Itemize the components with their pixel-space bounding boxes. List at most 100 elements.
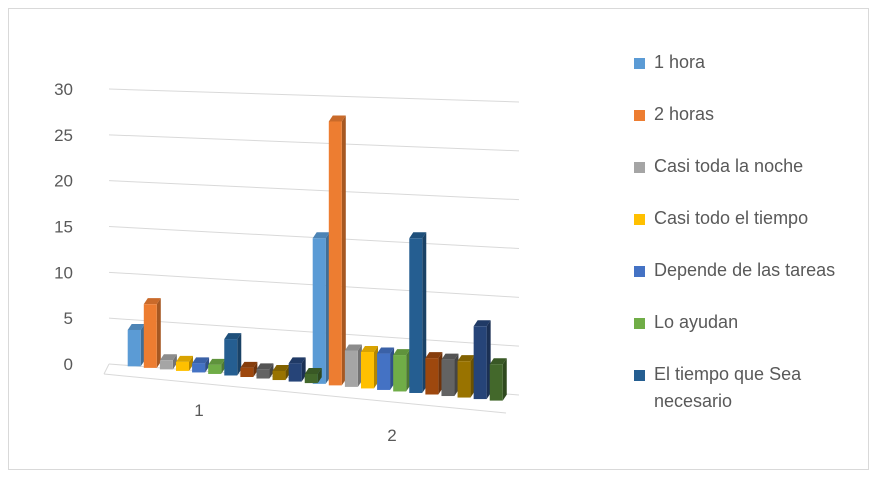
bar-side — [438, 352, 443, 395]
bar-side — [390, 347, 395, 390]
bar — [425, 358, 439, 395]
bar-top — [425, 352, 443, 359]
bar-top — [473, 320, 491, 327]
bar-side — [357, 344, 362, 387]
bar-top — [393, 349, 411, 356]
y-tick-label: 20 — [54, 172, 73, 191]
bar — [143, 304, 157, 368]
bar-top — [312, 232, 330, 239]
bar-top — [224, 333, 242, 340]
bar-side — [140, 323, 145, 367]
bar-top — [192, 357, 210, 364]
bar-top — [159, 354, 177, 361]
bar-side — [341, 115, 346, 386]
bar — [272, 370, 286, 381]
bar — [457, 361, 471, 398]
legend-item-lo-ayudan: Lo ayudan — [634, 309, 879, 361]
floor-front-edge — [103, 373, 507, 414]
bar-top — [127, 323, 145, 330]
bar-top — [304, 367, 322, 374]
bar — [208, 364, 222, 374]
legend-label: 1 hora — [654, 52, 706, 72]
y-tick-label: 15 — [54, 218, 73, 237]
legend-label: Casi todo el tiempo — [654, 208, 809, 228]
chart-frame: 0 5 10 15 20 25 30 1 2 1 hora 2 horas Casi toda … — [8, 8, 869, 470]
bar-side — [172, 354, 177, 370]
chart-plot: 0 5 10 15 20 25 30 1 2 — [54, 80, 520, 445]
legend-swatch — [634, 318, 645, 329]
gridline — [108, 134, 520, 152]
gridline — [108, 180, 520, 201]
bar-side — [269, 363, 274, 379]
legend-label: Casi toda la noche — [654, 156, 804, 176]
legend-swatch — [634, 58, 645, 69]
x-tick-label: 1 — [194, 401, 203, 420]
legend-swatch — [634, 110, 645, 121]
bar — [159, 360, 173, 370]
bar — [409, 238, 423, 393]
bar — [304, 373, 318, 384]
legend-item-el-tiempo-que-sea-necesario: El tiempo que Sea necesario — [634, 361, 879, 413]
bar-side — [470, 355, 475, 398]
bar-side — [253, 361, 258, 378]
bar-side — [285, 364, 290, 381]
legend-label: Lo ayudan — [654, 312, 739, 332]
floor-left-edge — [103, 363, 110, 375]
bar-top — [272, 364, 290, 371]
legend-item-depende-de-las-tareas: Depende de las tareas — [634, 257, 879, 309]
bar-top — [344, 344, 362, 351]
legend-swatch — [634, 162, 645, 173]
legend-item-casi-todo-el-tiempo: Casi todo el tiempo — [634, 205, 879, 257]
bar — [312, 238, 326, 384]
bar-top — [288, 357, 306, 364]
bar-top — [489, 358, 507, 365]
bar-top — [441, 353, 459, 360]
legend-swatch — [634, 370, 645, 381]
y-tick-label: 25 — [54, 126, 73, 145]
bar-top — [175, 355, 193, 362]
bar — [441, 359, 455, 397]
bar — [344, 350, 358, 387]
bar — [377, 353, 391, 390]
legend-label: Depende de las tareas — [654, 260, 836, 280]
bar — [127, 329, 141, 367]
bar-side — [422, 232, 427, 393]
bar-side — [317, 367, 322, 384]
bar-side — [373, 346, 378, 389]
bar-side — [237, 333, 242, 376]
bar — [473, 326, 487, 400]
bar-top — [143, 298, 161, 305]
bar-side — [406, 349, 411, 392]
bar-side — [221, 358, 226, 374]
gridline — [108, 88, 520, 103]
bar — [224, 339, 238, 376]
bar-side — [325, 232, 330, 384]
bar — [360, 352, 374, 389]
bar — [393, 355, 407, 392]
bar-top — [360, 346, 378, 353]
legend-item-casi-toda-la-noche: Casi toda la noche — [634, 153, 879, 205]
bar — [256, 369, 270, 379]
y-tick-label: 10 — [54, 263, 73, 282]
legend-swatch — [634, 266, 645, 277]
bar-top — [256, 363, 274, 370]
bar-side — [156, 298, 161, 368]
bar-top — [208, 358, 226, 365]
bar — [489, 364, 503, 401]
bar-top — [328, 115, 346, 122]
bar — [288, 363, 302, 382]
y-tick-label: 0 — [64, 355, 73, 374]
legend-item-1-hora: 1 hora — [634, 49, 879, 101]
legend-swatch — [634, 214, 645, 225]
bar-top — [457, 355, 475, 362]
bar — [328, 121, 342, 386]
bar-side — [301, 357, 306, 382]
bar-side — [486, 320, 491, 400]
y-tick-label: 30 — [54, 80, 73, 99]
chart-legend: 1 hora 2 horas Casi toda la noche Casi t… — [634, 49, 879, 413]
bar-side — [454, 353, 459, 397]
bar — [175, 361, 189, 371]
x-tick-label: 2 — [387, 426, 396, 445]
y-tick-label: 5 — [64, 309, 73, 328]
legend-label: El tiempo que Sea necesario — [654, 364, 802, 411]
